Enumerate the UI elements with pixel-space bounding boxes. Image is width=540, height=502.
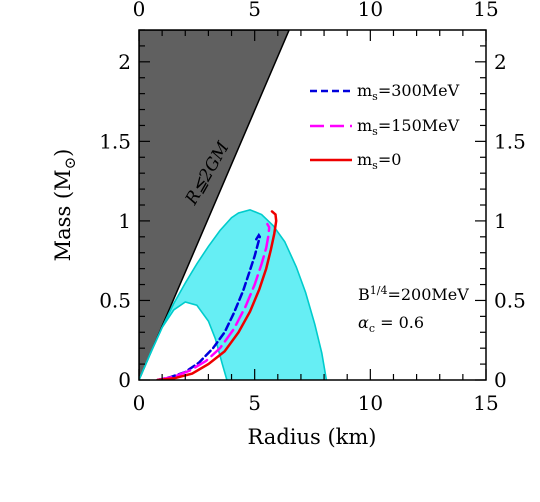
y-axis-label-group: Mass (M⊙) (51, 149, 79, 262)
y-tick-label-right: 0 (494, 368, 507, 392)
bag-constant-label: B1/4=200MeV (358, 284, 469, 304)
x-tick-label-bottom: 15 (473, 391, 498, 415)
y-tick-label-right: 2 (494, 50, 507, 74)
y-axis-label: Mass (M (51, 169, 75, 261)
legend-entry-0: ms=0 (310, 150, 401, 172)
x-tick-label-top: 10 (358, 0, 383, 21)
legend-entry-150: ms=150MeV (310, 116, 460, 138)
y-axis-label-close: ) (51, 149, 75, 157)
y-tick-label-left: 0 (118, 368, 131, 392)
y-tick-label-left: 1.5 (99, 129, 131, 153)
legend-label-300: ms=300MeV (357, 81, 460, 103)
legend-entry-300: ms=300MeV (310, 81, 460, 103)
alpha-c-label: αc = 0.6 (358, 313, 424, 335)
x-tick-label-top: 5 (248, 0, 261, 21)
legend: ms=300MeV ms=150MeV ms=0 (310, 81, 460, 172)
series-curve-1 (156, 222, 271, 380)
y-axis-title: Mass (M⊙) (51, 149, 79, 262)
allowed-band (139, 209, 327, 380)
x-axis-title: Radius (km) (248, 425, 377, 449)
x-tick-label-bottom: 10 (358, 391, 383, 415)
solar-symbol: ⊙ (61, 157, 79, 170)
y-tick-label-left: 2 (118, 50, 131, 74)
x-tick-label-top: 0 (133, 0, 146, 21)
band-inner-edge (139, 301, 228, 380)
series-layer (156, 210, 278, 380)
y-tick-label-right: 1.5 (494, 129, 526, 153)
y-tick-label-right: 1 (494, 209, 507, 233)
x-tick-label-bottom: 0 (133, 391, 146, 415)
y-tick-label-left: 1 (118, 209, 131, 233)
x-tick-label-bottom: 5 (248, 391, 261, 415)
band-outer-edge (139, 208, 328, 380)
annotations: B1/4=200MeV αc = 0.6 (358, 284, 469, 335)
series-curve-2 (156, 210, 278, 380)
legend-label-150: ms=150MeV (357, 116, 460, 138)
forbidden-region (139, 30, 290, 380)
y-tick-label-right: 0.5 (494, 288, 526, 312)
legend-label-0: ms=0 (357, 150, 401, 172)
x-tick-label-top: 15 (473, 0, 498, 21)
x-axis-label: Radius (km) (248, 425, 377, 449)
y-tick-label-left: 0.5 (99, 288, 131, 312)
